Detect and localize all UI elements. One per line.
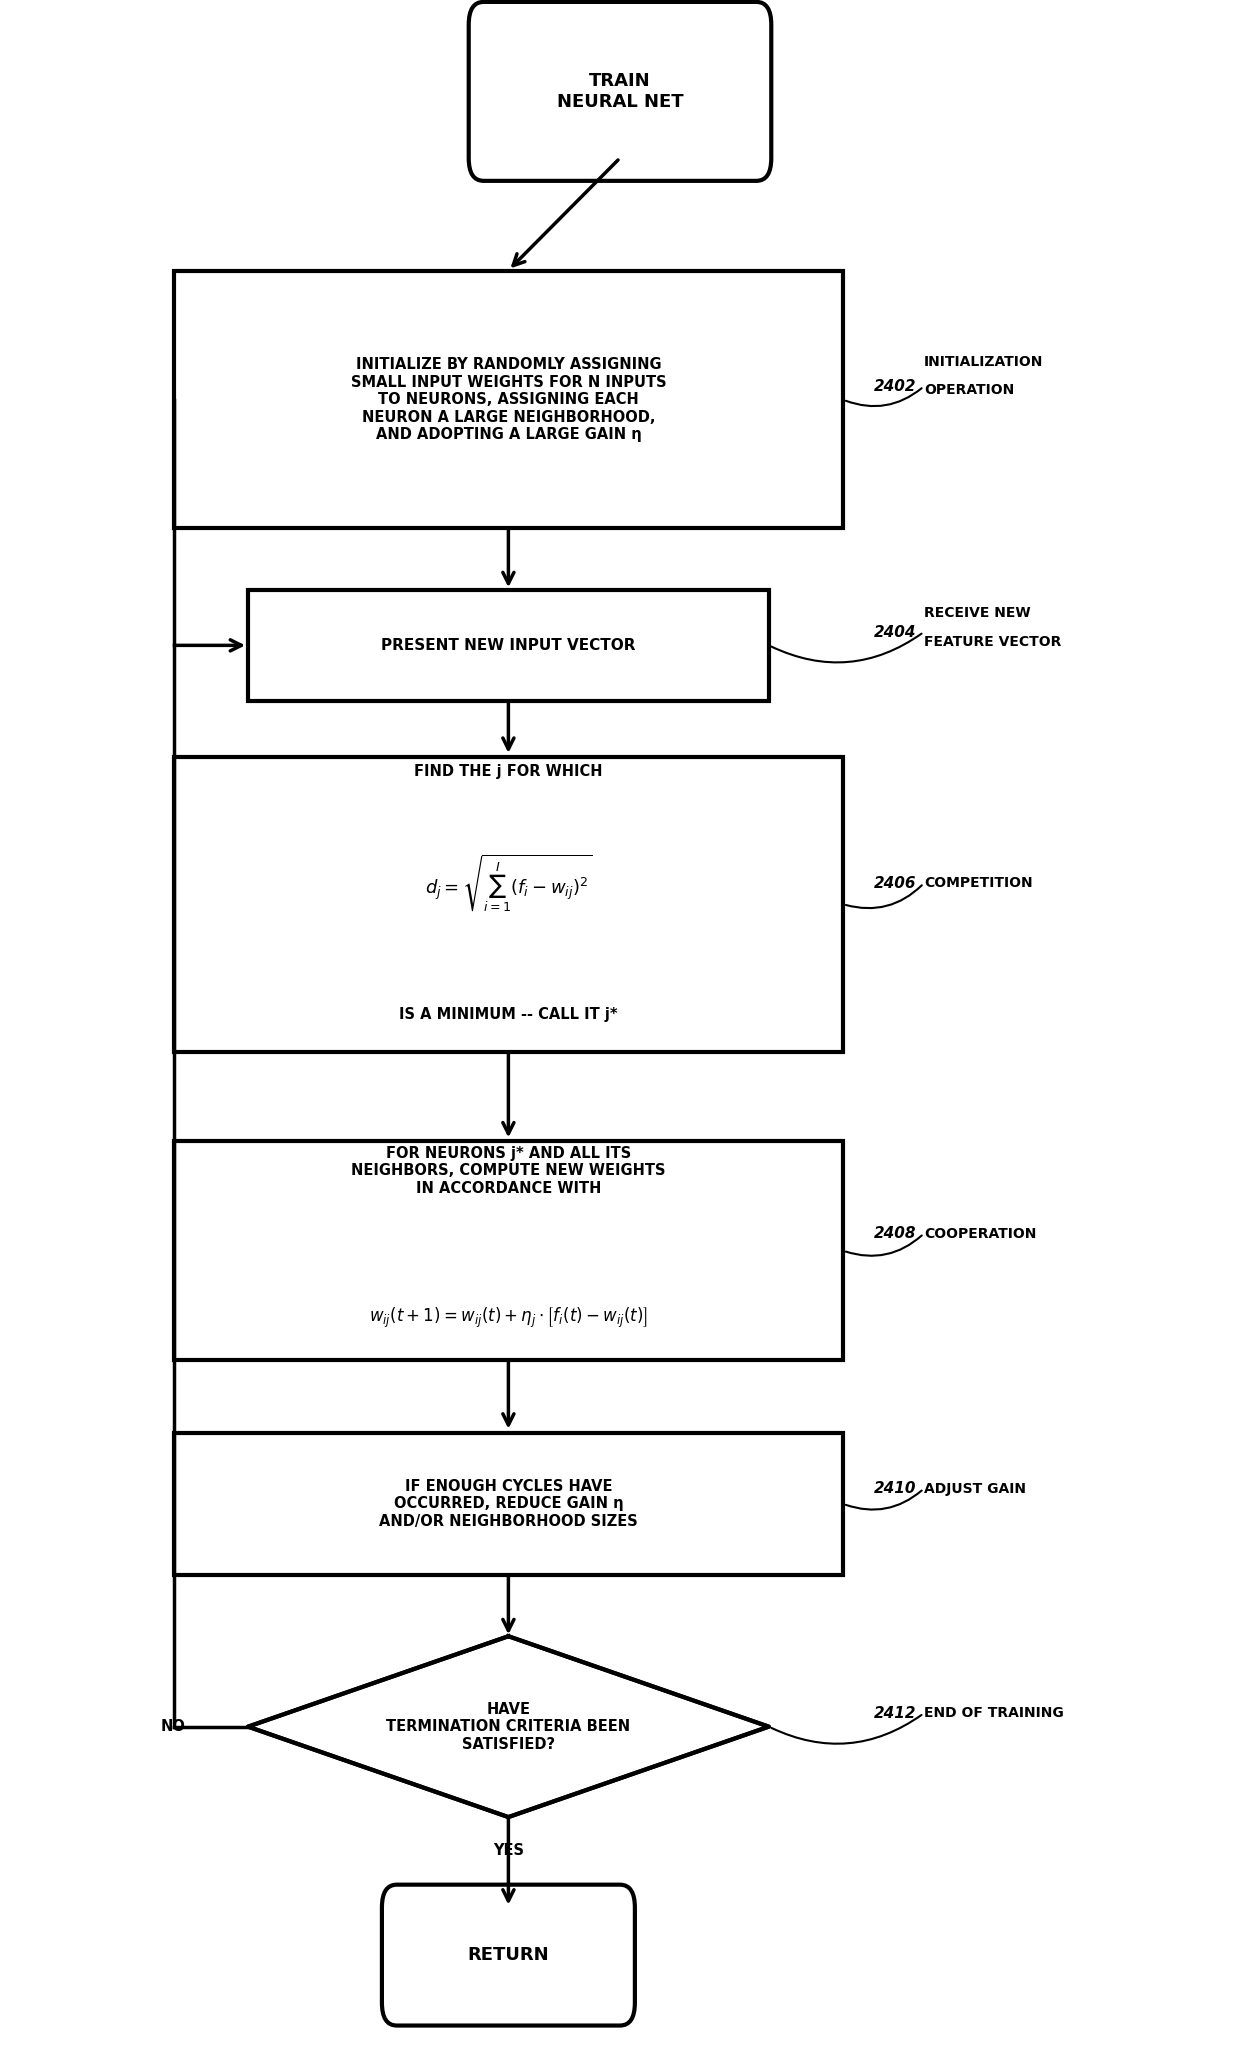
Text: 2408: 2408 [874,1225,916,1242]
Text: $w_{ij}(t+1) = w_{ij}(t) + \eta_j \cdot \left[f_i(t) - w_{ij}(t)\right]$: $w_{ij}(t+1) = w_{ij}(t) + \eta_j \cdot … [370,1306,647,1330]
Text: 2406: 2406 [874,876,916,890]
Bar [248,590,769,701]
FancyBboxPatch shape [469,2,771,181]
Text: IF ENOUGH CYCLES HAVE
OCCURRED, REDUCE GAIN η
AND/OR NEIGHBORHOOD SIZES: IF ENOUGH CYCLES HAVE OCCURRED, REDUCE G… [379,1478,637,1530]
Text: FOR NEURONS j* AND ALL ITS
NEIGHBORS, COMPUTE NEW WEIGHTS
IN ACCORDANCE WITH: FOR NEURONS j* AND ALL ITS NEIGHBORS, CO… [351,1145,666,1197]
Text: FEATURE VECTOR: FEATURE VECTOR [924,635,1061,648]
Text: INITIALIZE BY RANDOMLY ASSIGNING
SMALL INPUT WEIGHTS FOR N INPUTS
TO NEURONS, AS: INITIALIZE BY RANDOMLY ASSIGNING SMALL I… [351,358,666,442]
Bar [174,271,843,528]
Text: IS A MINIMUM -- CALL IT j*: IS A MINIMUM -- CALL IT j* [399,1007,618,1022]
Text: 2404: 2404 [874,625,916,639]
Text: NO: NO [161,1719,186,1733]
Text: FIND THE j FOR WHICH: FIND THE j FOR WHICH [414,763,603,779]
Text: ADJUST GAIN: ADJUST GAIN [924,1482,1025,1495]
Text: RECEIVE NEW: RECEIVE NEW [924,607,1030,621]
Text: $d_j = \sqrt{\sum_{i=1}^{I}(f_i - w_{ij})^2}$: $d_j = \sqrt{\sum_{i=1}^{I}(f_i - w_{ij}… [425,853,591,915]
Text: END OF TRAINING: END OF TRAINING [924,1706,1064,1721]
Text: RETURN: RETURN [467,1947,549,1963]
Text: PRESENT NEW INPUT VECTOR: PRESENT NEW INPUT VECTOR [381,637,636,654]
Text: 2402: 2402 [874,378,916,395]
Text: COOPERATION: COOPERATION [924,1227,1037,1240]
Bar [174,1141,843,1361]
Text: OPERATION: OPERATION [924,382,1014,397]
Text: INITIALIZATION: INITIALIZATION [924,356,1043,368]
Text: YES: YES [492,1842,523,1859]
Text: HAVE
TERMINATION CRITERIA BEEN
SATISFIED?: HAVE TERMINATION CRITERIA BEEN SATISFIED… [387,1702,630,1752]
Bar [174,757,843,1053]
Text: COMPETITION: COMPETITION [924,876,1033,890]
Bar [174,1433,843,1575]
Text: 2410: 2410 [874,1480,916,1497]
Text: 2412: 2412 [874,1706,916,1721]
Polygon shape [248,1637,769,1818]
FancyBboxPatch shape [382,1885,635,2025]
Text: TRAIN
NEURAL NET: TRAIN NEURAL NET [557,72,683,111]
